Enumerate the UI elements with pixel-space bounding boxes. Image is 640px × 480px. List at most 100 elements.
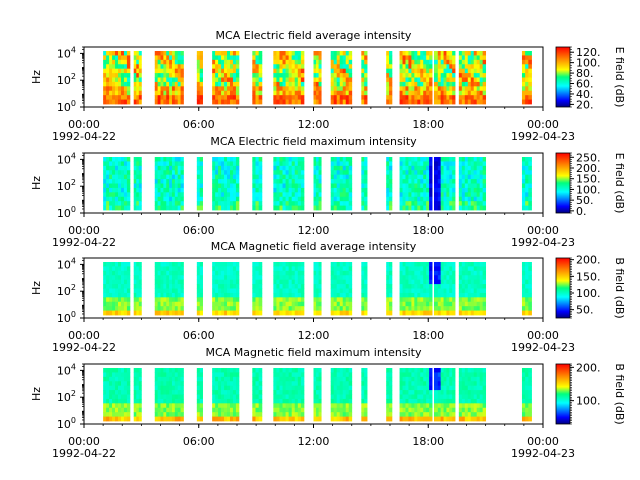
colorbar-tick-label: 80.	[576, 67, 594, 80]
heatmap-cell	[348, 90, 353, 96]
heatmap-cell	[232, 77, 237, 83]
heatmap-cell	[437, 403, 442, 409]
heatmap-cell	[199, 398, 203, 404]
heatmap-cell	[318, 292, 322, 298]
heatmap-cell	[426, 68, 430, 74]
heatmap-cell	[235, 403, 240, 409]
heatmap-cell	[389, 161, 393, 167]
heatmap-cell	[339, 412, 344, 417]
heatmap-cell	[443, 95, 447, 100]
heatmap-cell	[109, 196, 113, 202]
heatmap-cell	[521, 55, 526, 61]
heatmap-cell	[133, 403, 137, 409]
heatmap-cell	[174, 381, 179, 387]
heatmap-cell	[429, 390, 433, 395]
heatmap-cell	[218, 170, 222, 176]
heatmap-cell	[452, 161, 456, 167]
heatmap-cell	[282, 262, 286, 267]
heatmap-cell	[389, 262, 393, 267]
heatmap-cell	[408, 68, 412, 74]
heatmap-cell	[408, 385, 412, 391]
heatmap-cell	[218, 368, 222, 373]
heatmap-cell	[180, 183, 184, 189]
heatmap-cell	[386, 174, 390, 180]
heatmap-cell	[255, 275, 260, 281]
heatmap-cell	[476, 301, 481, 307]
heatmap-cell	[106, 68, 110, 74]
heatmap-cell	[252, 165, 256, 171]
heatmap-cell	[282, 170, 286, 176]
heatmap-cell	[109, 297, 113, 303]
heatmap-cell	[433, 284, 439, 289]
heatmap-cell	[255, 310, 260, 316]
heatmap-cell	[345, 95, 350, 100]
heatmap-cell	[440, 99, 444, 105]
heatmap-cell	[103, 183, 107, 189]
heatmap-cell	[440, 90, 444, 96]
heatmap-cell	[109, 403, 113, 409]
heatmap-cell	[232, 51, 237, 56]
heatmap-cell	[345, 262, 350, 267]
heatmap-cell	[227, 372, 231, 378]
heatmap-cell	[389, 68, 393, 74]
heatmap-cell	[420, 64, 424, 70]
heatmap-cell	[112, 275, 116, 281]
heatmap-cell	[470, 376, 475, 382]
heatmap-cell	[212, 64, 216, 70]
heatmap-cell	[282, 205, 286, 211]
heatmap-cell	[273, 288, 277, 294]
heatmap-cell	[106, 174, 110, 180]
heatmap-cell	[423, 165, 427, 171]
heatmap-cell	[300, 376, 305, 382]
heatmap-cell	[461, 81, 466, 87]
heatmap-cell	[218, 385, 222, 391]
heatmap-cell	[103, 368, 107, 373]
heatmap-cell	[437, 205, 442, 211]
heatmap-cell	[169, 86, 173, 92]
heatmap-cell	[279, 201, 283, 206]
heatmap-cell	[318, 86, 322, 92]
heatmap-cell	[433, 275, 439, 281]
heatmap-cell	[123, 99, 128, 105]
heatmap-cell	[115, 266, 119, 272]
heatmap-cell	[136, 416, 140, 422]
heatmap-cell	[437, 68, 442, 74]
heatmap-cell	[218, 394, 222, 400]
heatmap-cell	[525, 99, 529, 105]
heatmap-cell	[258, 64, 263, 70]
heatmap-cell	[126, 412, 131, 417]
heatmap-cell	[452, 73, 456, 78]
heatmap-cell	[408, 390, 412, 395]
heatmap-cell	[109, 407, 113, 413]
heatmap-cell	[339, 275, 344, 281]
heatmap-cell	[449, 174, 453, 180]
heatmap-cell	[174, 192, 179, 198]
heatmap-cell	[154, 412, 159, 417]
heatmap-cell	[479, 170, 484, 176]
heatmap-cell	[232, 310, 237, 316]
heatmap-cell	[126, 381, 131, 387]
heatmap-cell	[120, 306, 125, 311]
heatmap-cell	[449, 398, 453, 404]
heatmap-cell	[461, 174, 466, 180]
heatmap-cell	[138, 51, 142, 56]
panel-4: MCA Magnetic field maximum intensity1001…	[30, 346, 626, 460]
heatmap-cell	[115, 73, 119, 78]
heatmap-cell	[386, 275, 390, 281]
heatmap-cell	[120, 51, 125, 56]
colorbar-tick-label: 100.	[576, 395, 601, 408]
heatmap-cell	[345, 288, 350, 294]
heatmap-cell	[521, 205, 526, 211]
heatmap-cell	[285, 275, 290, 281]
heatmap-cell	[429, 262, 433, 267]
heatmap-cell	[258, 372, 263, 378]
heatmap-cell	[109, 412, 113, 417]
heatmap-cell	[174, 64, 179, 70]
heatmap-cell	[171, 192, 176, 198]
heatmap-cell	[118, 95, 122, 100]
heatmap-cell	[120, 301, 125, 307]
heatmap-cell	[115, 51, 119, 56]
heatmap-cell	[123, 64, 128, 70]
heatmap-cell	[115, 385, 119, 391]
heatmap-cell	[417, 183, 421, 189]
